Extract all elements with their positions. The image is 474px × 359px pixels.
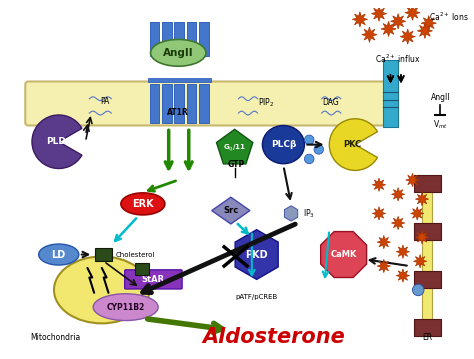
Polygon shape <box>413 255 427 268</box>
Text: V$_{mt}$: V$_{mt}$ <box>433 118 447 131</box>
Polygon shape <box>392 216 405 230</box>
Text: pATF/pCREB: pATF/pCREB <box>236 294 278 300</box>
Polygon shape <box>415 230 428 244</box>
Polygon shape <box>372 207 386 220</box>
Text: Aldosterone: Aldosterone <box>202 327 345 347</box>
Text: Mitochondria: Mitochondria <box>30 333 80 342</box>
Bar <box>162 22 172 56</box>
FancyBboxPatch shape <box>125 270 182 289</box>
Text: LD: LD <box>52 250 66 260</box>
Text: Src: Src <box>223 206 238 215</box>
Text: Ca$^{2+}$ influx: Ca$^{2+}$ influx <box>375 52 421 65</box>
Bar <box>199 84 209 123</box>
Text: ER: ER <box>423 333 433 342</box>
Bar <box>187 22 196 56</box>
Polygon shape <box>321 232 366 278</box>
Polygon shape <box>406 173 419 187</box>
Polygon shape <box>381 21 396 37</box>
Polygon shape <box>415 192 428 206</box>
Polygon shape <box>410 207 424 220</box>
Polygon shape <box>377 259 391 273</box>
Text: PA: PA <box>100 97 109 106</box>
Ellipse shape <box>151 39 206 66</box>
Wedge shape <box>32 115 82 168</box>
Bar <box>174 84 184 123</box>
Text: StAR: StAR <box>142 275 165 284</box>
Text: PIP$_2$: PIP$_2$ <box>258 96 274 109</box>
Text: GTP: GTP <box>228 160 245 169</box>
Circle shape <box>314 145 324 154</box>
Text: PKD: PKD <box>246 250 268 260</box>
Polygon shape <box>372 178 386 191</box>
Bar <box>135 263 149 275</box>
Polygon shape <box>362 27 377 42</box>
Ellipse shape <box>263 126 304 164</box>
Wedge shape <box>329 119 377 171</box>
Polygon shape <box>371 6 387 21</box>
Text: DAG: DAG <box>322 98 338 107</box>
Ellipse shape <box>93 294 158 321</box>
Text: ERK: ERK <box>132 199 154 209</box>
Polygon shape <box>405 5 420 20</box>
Polygon shape <box>400 29 415 44</box>
Polygon shape <box>396 269 410 282</box>
Text: IP$_3$: IP$_3$ <box>302 207 314 220</box>
Bar <box>174 22 184 56</box>
Bar <box>414 271 441 288</box>
Bar <box>95 248 112 261</box>
Text: Cholesterol: Cholesterol <box>116 252 155 257</box>
Circle shape <box>304 135 314 145</box>
Ellipse shape <box>39 244 79 265</box>
Text: AngII: AngII <box>163 48 193 58</box>
Polygon shape <box>421 15 437 31</box>
Polygon shape <box>212 197 250 224</box>
Text: CYP11B2: CYP11B2 <box>107 303 145 312</box>
FancyBboxPatch shape <box>25 81 394 126</box>
Bar <box>199 22 209 56</box>
Bar <box>383 60 398 127</box>
Text: AT1R: AT1R <box>167 108 189 117</box>
Ellipse shape <box>54 256 150 323</box>
Text: G$_q$/11: G$_q$/11 <box>223 143 246 154</box>
Text: AngII: AngII <box>430 93 450 102</box>
Text: CaMK: CaMK <box>330 250 357 259</box>
Polygon shape <box>217 129 253 164</box>
Text: PLD: PLD <box>46 137 66 146</box>
Text: Ca$^{2+}$ Ions: Ca$^{2+}$ Ions <box>428 10 469 23</box>
Polygon shape <box>417 23 433 38</box>
Polygon shape <box>235 230 278 279</box>
Polygon shape <box>352 12 367 27</box>
Polygon shape <box>377 236 391 249</box>
Bar <box>414 223 441 240</box>
Text: PKC: PKC <box>343 140 361 149</box>
Polygon shape <box>392 188 405 201</box>
Polygon shape <box>396 245 410 258</box>
Circle shape <box>304 154 314 164</box>
Bar <box>187 84 196 123</box>
Ellipse shape <box>121 193 165 215</box>
Bar <box>150 22 159 56</box>
Circle shape <box>412 284 424 296</box>
Bar <box>422 190 432 333</box>
Bar <box>162 84 172 123</box>
Polygon shape <box>391 14 406 29</box>
Bar <box>414 175 441 192</box>
Text: PLCβ: PLCβ <box>271 140 296 149</box>
Bar <box>148 78 211 83</box>
Bar <box>414 318 441 336</box>
Bar <box>150 84 159 123</box>
